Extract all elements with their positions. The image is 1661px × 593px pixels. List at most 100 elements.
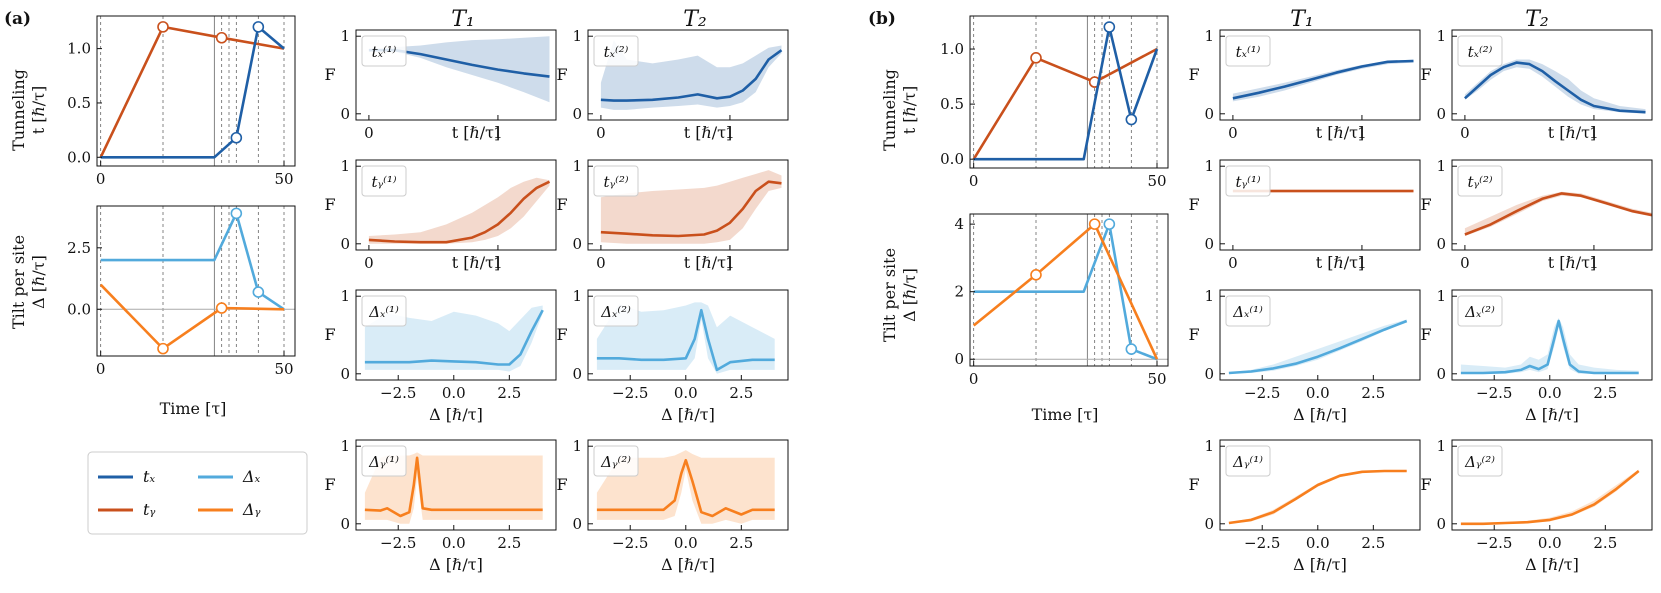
b-T1-dy-band xyxy=(1228,470,1407,524)
a-T1-tx-ytick-label: 1 xyxy=(340,27,350,45)
a-T1-dx-xlabel: Δ [ℏ/τ] xyxy=(429,405,483,424)
a-tunneling-xtick-label: 50 xyxy=(274,170,293,188)
a-tilt-frame xyxy=(96,205,296,357)
a-tilt-line-dy xyxy=(99,283,285,350)
a-T1-dx-ytick-label: 1 xyxy=(340,287,350,305)
b-T1-ty-xlabel: t [ℏ/τ] xyxy=(1316,253,1365,272)
b-T2-dx-xtick-label: −2.5 xyxy=(1476,384,1512,402)
b-T1-tx-ytick-label: 0 xyxy=(1204,105,1214,123)
a-tunneling-ytick-label: 0.5 xyxy=(67,94,91,112)
b-T2-dy-line xyxy=(1460,469,1640,526)
a-T1-dx-frame xyxy=(355,289,557,381)
b-tilt-ylabel: Tilt per site Δ [ℏ/τ] xyxy=(880,248,919,342)
b-tunneling-ytick-label: 1.0 xyxy=(940,40,964,58)
col-title-a-T1: T₁ xyxy=(451,7,475,32)
a-T2-dx-ytick-label: 0 xyxy=(572,365,582,383)
a-T1-dx-label-box xyxy=(361,295,407,327)
a-T1-dx-xtick-label: 0.0 xyxy=(442,384,466,402)
a-T2-ty-line xyxy=(600,180,782,238)
a-T1-dy-line xyxy=(364,456,543,518)
plot-a-T2-dx: 0 1 −2.5 0.0 2.5 F Δ [ℏ/τ] Δₓ⁽²⁾ xyxy=(556,287,789,424)
b-T2-ty-label: tᵧ⁽²⁾ xyxy=(1467,173,1492,191)
b-T1-tx-xlabel: t [ℏ/τ] xyxy=(1316,123,1365,142)
b-tunneling-marker-tx xyxy=(1125,113,1138,126)
a-tunneling-ylabel: Tunneling t [ℏ/τ] xyxy=(9,69,48,151)
plot-a-T2-tx: 0 1 0 1 Ft [ℏ/τ] tₓ⁽²⁾ xyxy=(556,27,789,142)
a-tilt-marker-dx xyxy=(252,286,265,298)
b-tilt-line-dy xyxy=(972,222,1159,360)
a-T1-tx-xtick-label: 0 xyxy=(364,124,374,142)
a-tilt-marker-dy xyxy=(157,342,169,355)
a-time-xlabel: Time [τ] xyxy=(160,399,227,418)
b-T1-dy-xtick-label: 2.5 xyxy=(1361,534,1385,552)
b-T1-dx-xtick-label: 0.0 xyxy=(1306,384,1330,402)
b-T2-dx-frame xyxy=(1451,289,1653,381)
a-T2-dy-ylabel: F xyxy=(556,475,567,494)
b-T1-dy-ytick-label: 0 xyxy=(1204,515,1214,533)
b-T1-tx-frame xyxy=(1219,29,1421,121)
b-T2-dx-band xyxy=(1460,317,1639,374)
b-T1-tx-band xyxy=(1232,59,1414,102)
a-T2-dx-xtick-label: 2.5 xyxy=(729,384,753,402)
a-T2-dx-line xyxy=(596,308,775,372)
a-T2-tx-label-box xyxy=(593,35,639,67)
b-T1-ty-ylabel: F xyxy=(1188,195,1199,214)
b-tunneling-xtick-label: 50 xyxy=(1147,172,1166,190)
b-T2-ty-band xyxy=(1464,191,1652,236)
a-T2-dx-label-box xyxy=(593,295,639,327)
a-T2-tx-ytick-label: 1 xyxy=(572,27,582,45)
b-T1-ty-xtick-label: 0 xyxy=(1228,254,1238,272)
a-T2-dy-label: Δᵧ⁽²⁾ xyxy=(600,453,631,471)
b-T2-ty-line xyxy=(1464,192,1653,236)
b-T1-tx-xtick-label: 0 xyxy=(1228,124,1238,142)
b-T2-dx-ylabel: F xyxy=(1420,325,1431,344)
a-T2-dy-xtick-label: 0.0 xyxy=(674,534,698,552)
plot-a-tilt: 0 50 0.0 2.5 xyxy=(67,205,296,378)
b-tunneling-ytick-label: 0.5 xyxy=(940,95,964,113)
a-T2-dx-xlabel: Δ [ℏ/τ] xyxy=(661,405,715,424)
a-T2-dx-ylabel: F xyxy=(556,325,567,344)
b-tilt-xtick-label: 0 xyxy=(969,370,979,388)
b-T2-dy-xlabel: Δ [ℏ/τ] xyxy=(1525,555,1579,574)
a-T2-ty-label-box xyxy=(593,165,639,197)
a-T2-dy-ytick-label: 1 xyxy=(572,437,582,455)
a-tilt-ylabel: Tilt per site Δ [ℏ/τ] xyxy=(9,235,48,329)
b-tunneling-marker-tx xyxy=(1103,21,1116,33)
plot-a-T2-ty: 0 1 0 1 Ft [ℏ/τ] tᵧ⁽²⁾ xyxy=(556,157,789,272)
b-T1-dy-line xyxy=(1228,469,1407,525)
a-T2-tx-ylabel: F xyxy=(556,65,567,84)
b-tilt-frame xyxy=(969,213,1169,367)
b-time-xlabel: Time [τ] xyxy=(1032,405,1099,424)
a-T2-dy-xlabel: Δ [ℏ/τ] xyxy=(661,555,715,574)
a-T2-dy-line xyxy=(596,458,775,518)
a-T1-ty-label: tᵧ⁽¹⁾ xyxy=(371,173,396,191)
a-T1-dx-band xyxy=(364,305,543,372)
b-T1-dy-frame xyxy=(1219,439,1421,531)
plot-a-tunneling: 0 50 0.0 0.5 1.0 xyxy=(67,15,296,188)
b-T1-ty-ytick-label: 0 xyxy=(1204,235,1214,253)
a-T1-dx-ylabel: F xyxy=(324,325,335,344)
b-T2-dy-ytick-label: 1 xyxy=(1436,437,1446,455)
a-tilt-ytick-label: 2.5 xyxy=(67,239,91,257)
b-T1-ty-xtick-label: 1 xyxy=(1357,254,1367,272)
b-T2-dx-ytick-label: 0 xyxy=(1436,365,1446,383)
svg-text:Tunneling: Tunneling xyxy=(9,69,28,151)
b-tunneling-line-ty xyxy=(972,47,1158,160)
b-T2-ty-xlabel: t [ℏ/τ] xyxy=(1548,253,1597,272)
a-tunneling-line-tx xyxy=(100,25,285,159)
a-T1-dx-label: Δₓ⁽¹⁾ xyxy=(368,303,399,321)
panel-b-letter: (b) xyxy=(868,9,896,29)
a-T1-dx-ytick-label: 0 xyxy=(340,365,350,383)
b-T1-tx-xtick-label: 1 xyxy=(1357,124,1367,142)
b-T2-dy-xtick-label: 0.0 xyxy=(1538,534,1562,552)
b-T2-dy-band xyxy=(1460,469,1639,524)
plot-a-T1-tx: 0 1 0 1 Ft [ℏ/τ] tₓ⁽¹⁾ xyxy=(324,27,557,142)
svg-text:Tilt per site: Tilt per site xyxy=(880,248,899,342)
b-T2-tx-band xyxy=(1464,59,1646,114)
a-tunneling-marker-tx xyxy=(230,131,243,144)
b-T2-dx-label-box xyxy=(1457,295,1503,327)
a-T1-tx-ytick-label: 0 xyxy=(340,105,350,123)
b-tilt-marker-dy xyxy=(1088,218,1101,230)
a-T2-tx-label: tₓ⁽²⁾ xyxy=(604,43,629,61)
